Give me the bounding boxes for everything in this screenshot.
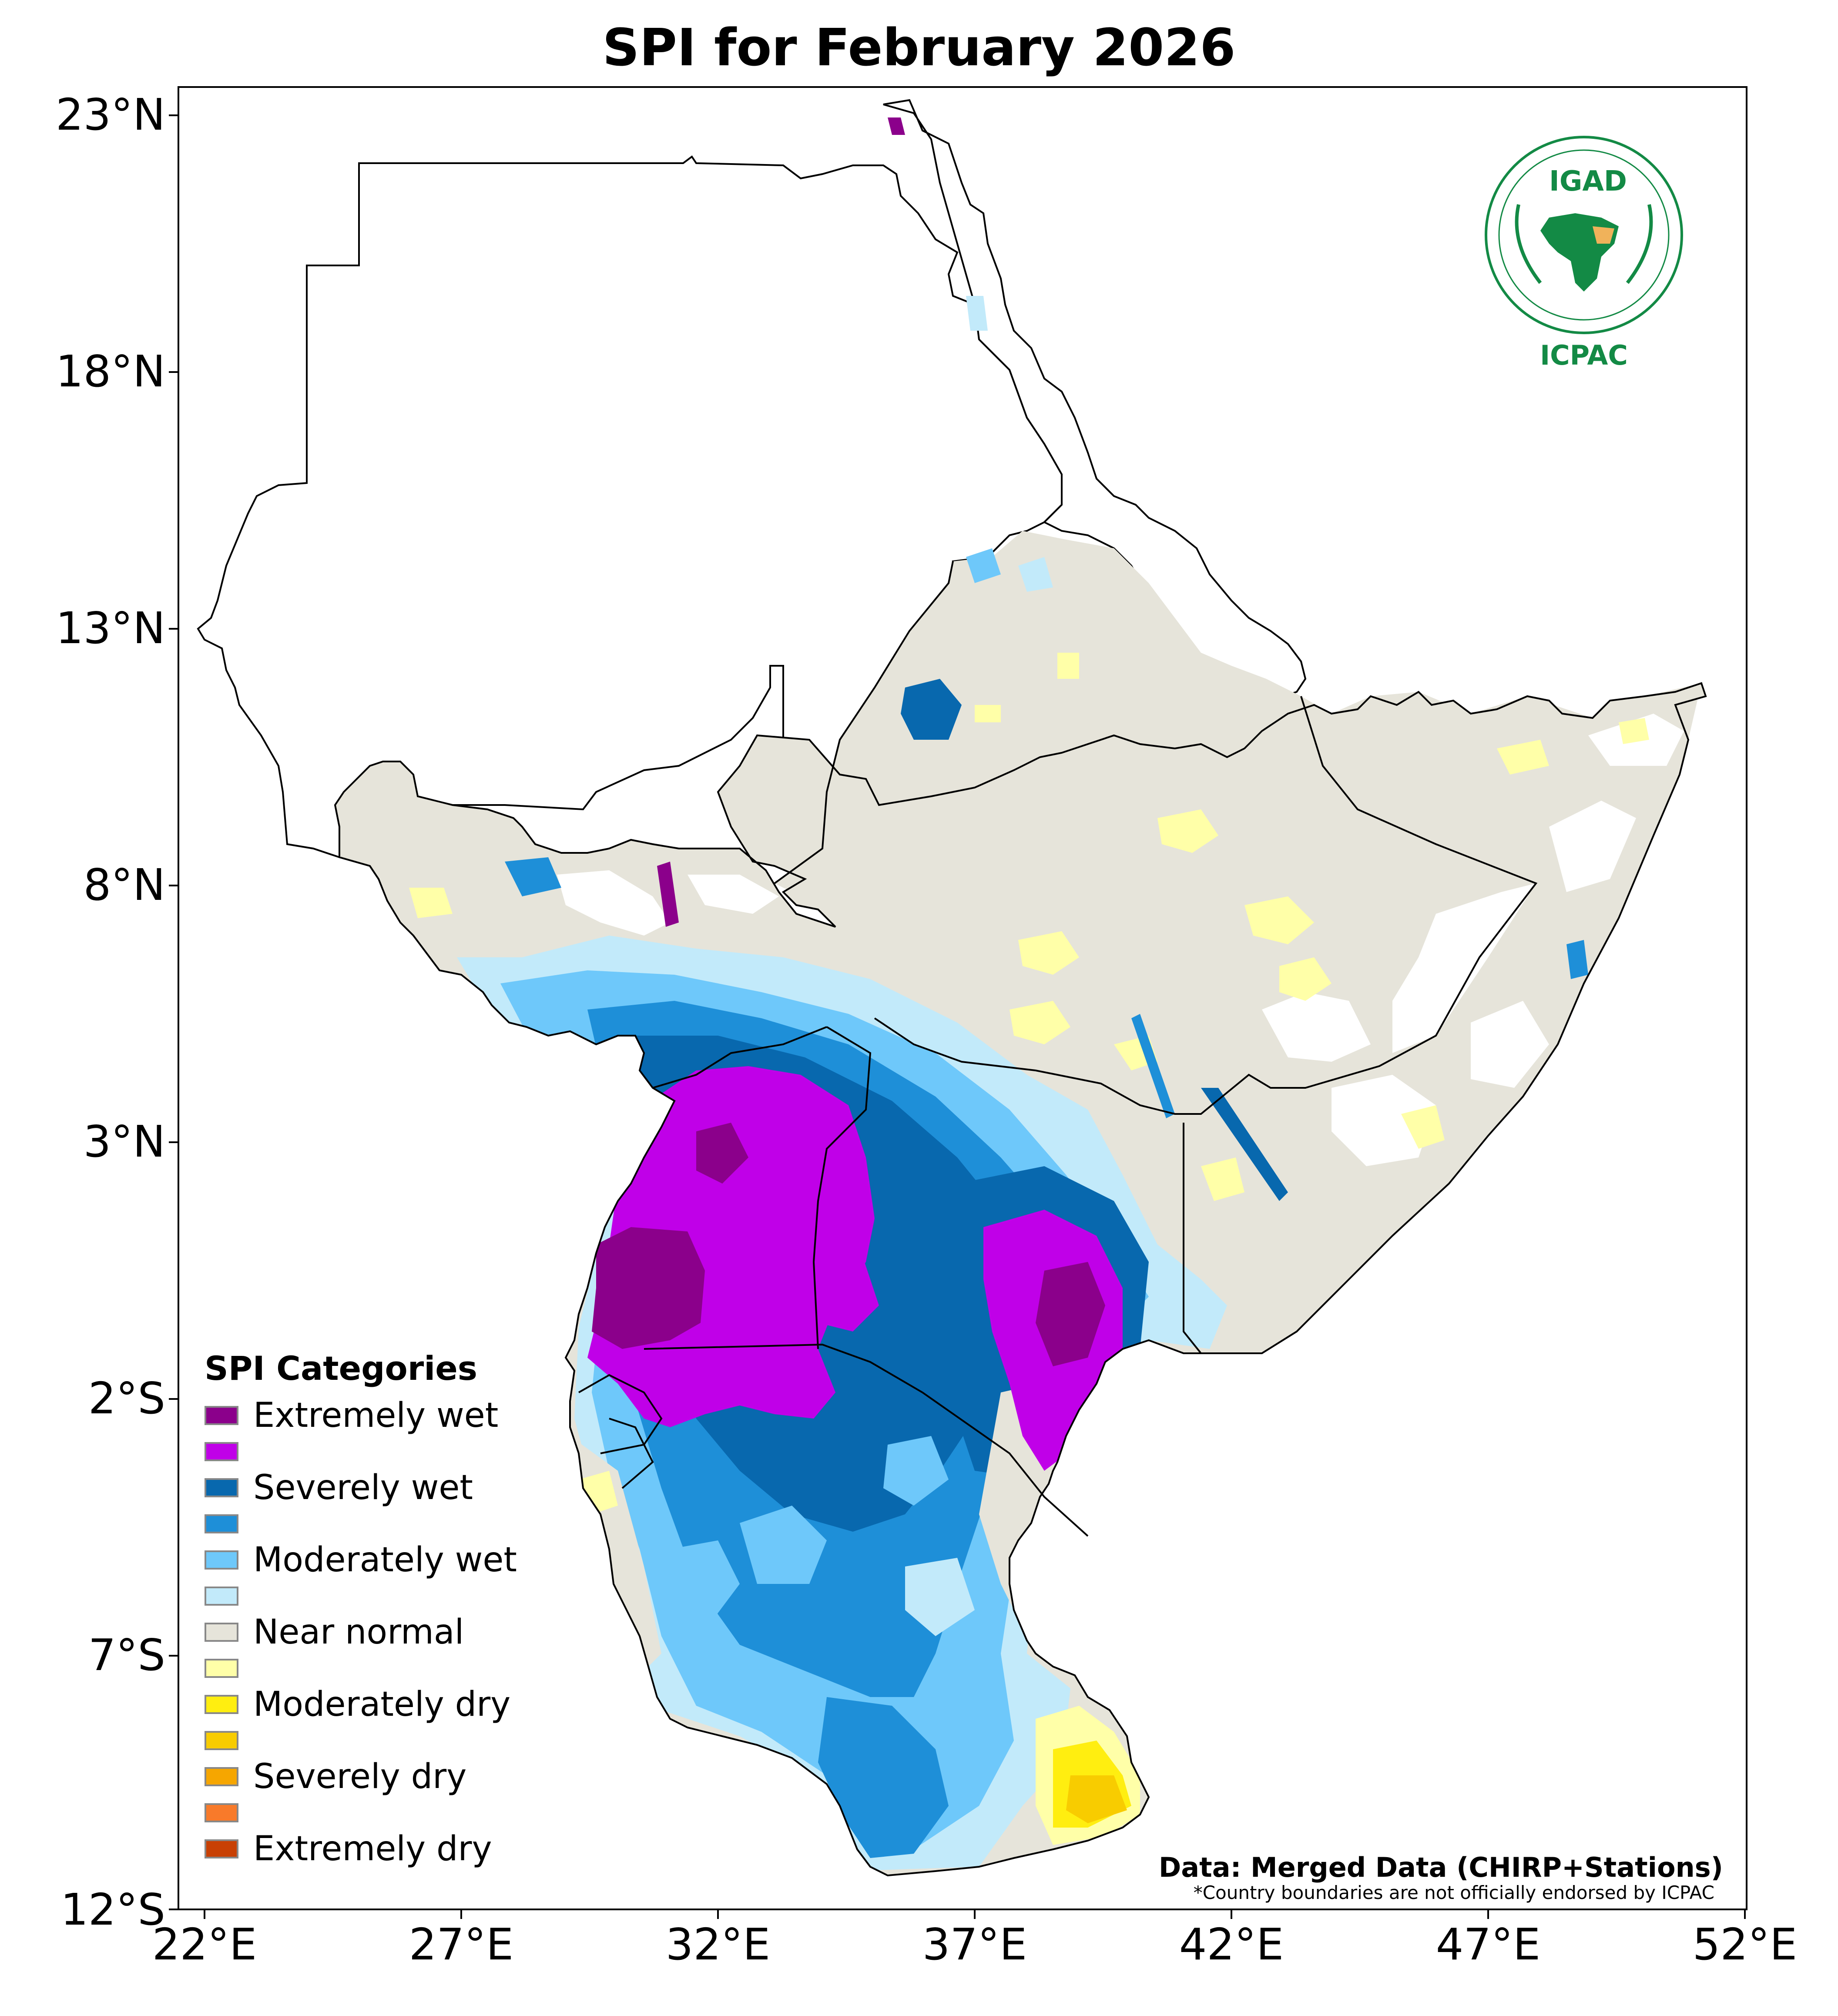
legend-label: Near normal	[253, 1612, 464, 1652]
legend-swatch	[205, 1514, 238, 1533]
legend-label: Moderately dry	[253, 1684, 511, 1724]
legend-item	[205, 1650, 517, 1686]
data-source-note: Data: Merged Data (CHIRP+Stations)	[1158, 1852, 1723, 1883]
wet-streaks	[505, 117, 1588, 1201]
legend-swatch	[205, 1658, 238, 1678]
legend-label: Severely wet	[253, 1468, 473, 1507]
y-tick-label: 12°S	[60, 1884, 165, 1935]
legend-item: Severely dry	[205, 1757, 517, 1796]
map-title: SPI for February 2026	[602, 17, 1236, 77]
legend-item: Extremely wet	[205, 1395, 517, 1435]
legend-item	[205, 1722, 517, 1758]
coastline	[334, 682, 1707, 1877]
legend-item: Moderately dry	[205, 1684, 517, 1724]
legend-label: Extremely dry	[253, 1829, 492, 1868]
dry-mild-patches	[409, 653, 1649, 1201]
logo-icpac-text: ICPAC	[1540, 339, 1628, 371]
legend-swatch	[205, 1405, 238, 1425]
legend-swatch	[205, 1586, 238, 1606]
y-tick-label: 13°N	[55, 603, 165, 654]
y-tick-label: 2°S	[88, 1373, 165, 1424]
x-tick-label: 42°E	[1179, 1919, 1284, 1970]
legend-label: Severely dry	[253, 1757, 467, 1796]
x-tick-label: 52°E	[1692, 1919, 1798, 1970]
legend-item	[205, 1433, 517, 1469]
legend-swatch	[205, 1622, 238, 1642]
legend-item: Moderately wet	[205, 1540, 517, 1580]
legend-item	[205, 1578, 517, 1614]
legend-swatch	[205, 1442, 238, 1461]
x-tick-label: 27°E	[409, 1919, 514, 1970]
legend-label: Extremely wet	[253, 1395, 499, 1435]
country-borders	[578, 561, 1538, 1537]
legend: SPI Categories Extremely wet Severely wet…	[205, 1349, 517, 1868]
ethiopia-region	[775, 531, 1536, 1114]
plot-frame	[178, 86, 1747, 1910]
legend-label: Moderately wet	[253, 1540, 517, 1580]
legend-item: Extremely dry	[205, 1829, 517, 1868]
wet-zone	[457, 936, 1227, 1871]
y-tick-label: 3°N	[83, 1116, 165, 1167]
y-tick-label: 7°S	[88, 1630, 165, 1681]
disclaimer-note: *Country boundaries are not officially e…	[1193, 1882, 1714, 1903]
laurel-left-icon	[1515, 204, 1542, 284]
legend-item: Near normal	[205, 1612, 517, 1652]
legend-title: SPI Categories	[205, 1349, 478, 1388]
legend-swatch	[205, 1731, 238, 1750]
no-data-patches	[557, 714, 1684, 1166]
legend-swatch	[205, 1550, 238, 1570]
legend-item	[205, 1506, 517, 1542]
legend-item	[205, 1795, 517, 1831]
eritrea-region	[883, 99, 1307, 715]
x-tick-label: 47°E	[1436, 1919, 1541, 1970]
x-tick-label: 32°E	[665, 1919, 771, 1970]
x-tick-label: 22°E	[152, 1919, 257, 1970]
igad-icpac-logo	[1485, 136, 1683, 334]
legend-swatch	[205, 1767, 238, 1786]
y-tick-label: 8°N	[83, 859, 165, 910]
legend-swatch	[205, 1839, 238, 1858]
legend-swatch	[205, 1803, 238, 1822]
y-tick-label: 23°N	[55, 89, 165, 140]
x-tick-label: 37°E	[922, 1919, 1027, 1970]
legend-swatch	[205, 1478, 238, 1497]
legend-item: Severely wet	[205, 1468, 517, 1507]
laurel-right-icon	[1626, 204, 1653, 284]
legend-swatch	[205, 1694, 238, 1714]
logo-igad-text: IGAD	[1549, 165, 1627, 198]
y-tick-label: 18°N	[55, 346, 165, 397]
